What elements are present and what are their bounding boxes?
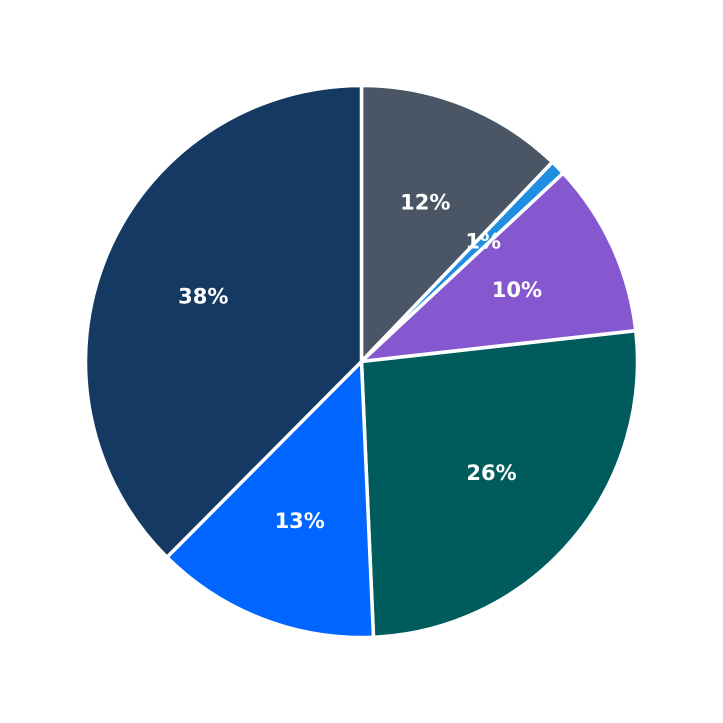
pie-slice-4 <box>164 357 376 640</box>
labels-layer: 12% 1% 10% 26% 13% 38% <box>178 191 542 533</box>
pie-slice-5 <box>83 83 364 560</box>
slice-label-0: 12% <box>400 191 450 215</box>
pie-slice-0 <box>359 83 555 366</box>
slice-label-2: 10% <box>492 278 542 302</box>
slice-label-3: 26% <box>466 461 516 485</box>
slice-label-5: 38% <box>178 284 228 308</box>
slices-layer <box>83 83 640 640</box>
pie-slice-2 <box>356 170 638 364</box>
slice-label-1: 1% <box>465 229 501 253</box>
pie-slice-3 <box>359 328 640 640</box>
slice-label-4: 13% <box>275 509 325 533</box>
